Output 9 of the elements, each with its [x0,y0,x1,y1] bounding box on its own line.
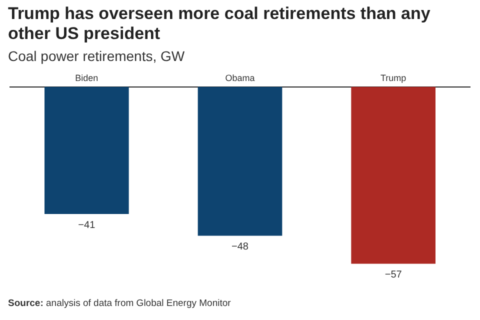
chart-subtitle: Coal power retirements, GW [8,48,185,64]
data-label: −48 [232,242,249,253]
x-tick-label: Trump [380,72,406,83]
data-label: −41 [78,220,96,231]
x-tick-label: Obama [225,72,255,83]
x-tick-label: Biden [75,72,98,83]
chart-title: Trump has overseen more coal retirements than any other US president [8,4,432,44]
source-note: Source: analysis of data from Global Energy Monitor [8,298,231,309]
data-label: −57 [384,269,402,280]
